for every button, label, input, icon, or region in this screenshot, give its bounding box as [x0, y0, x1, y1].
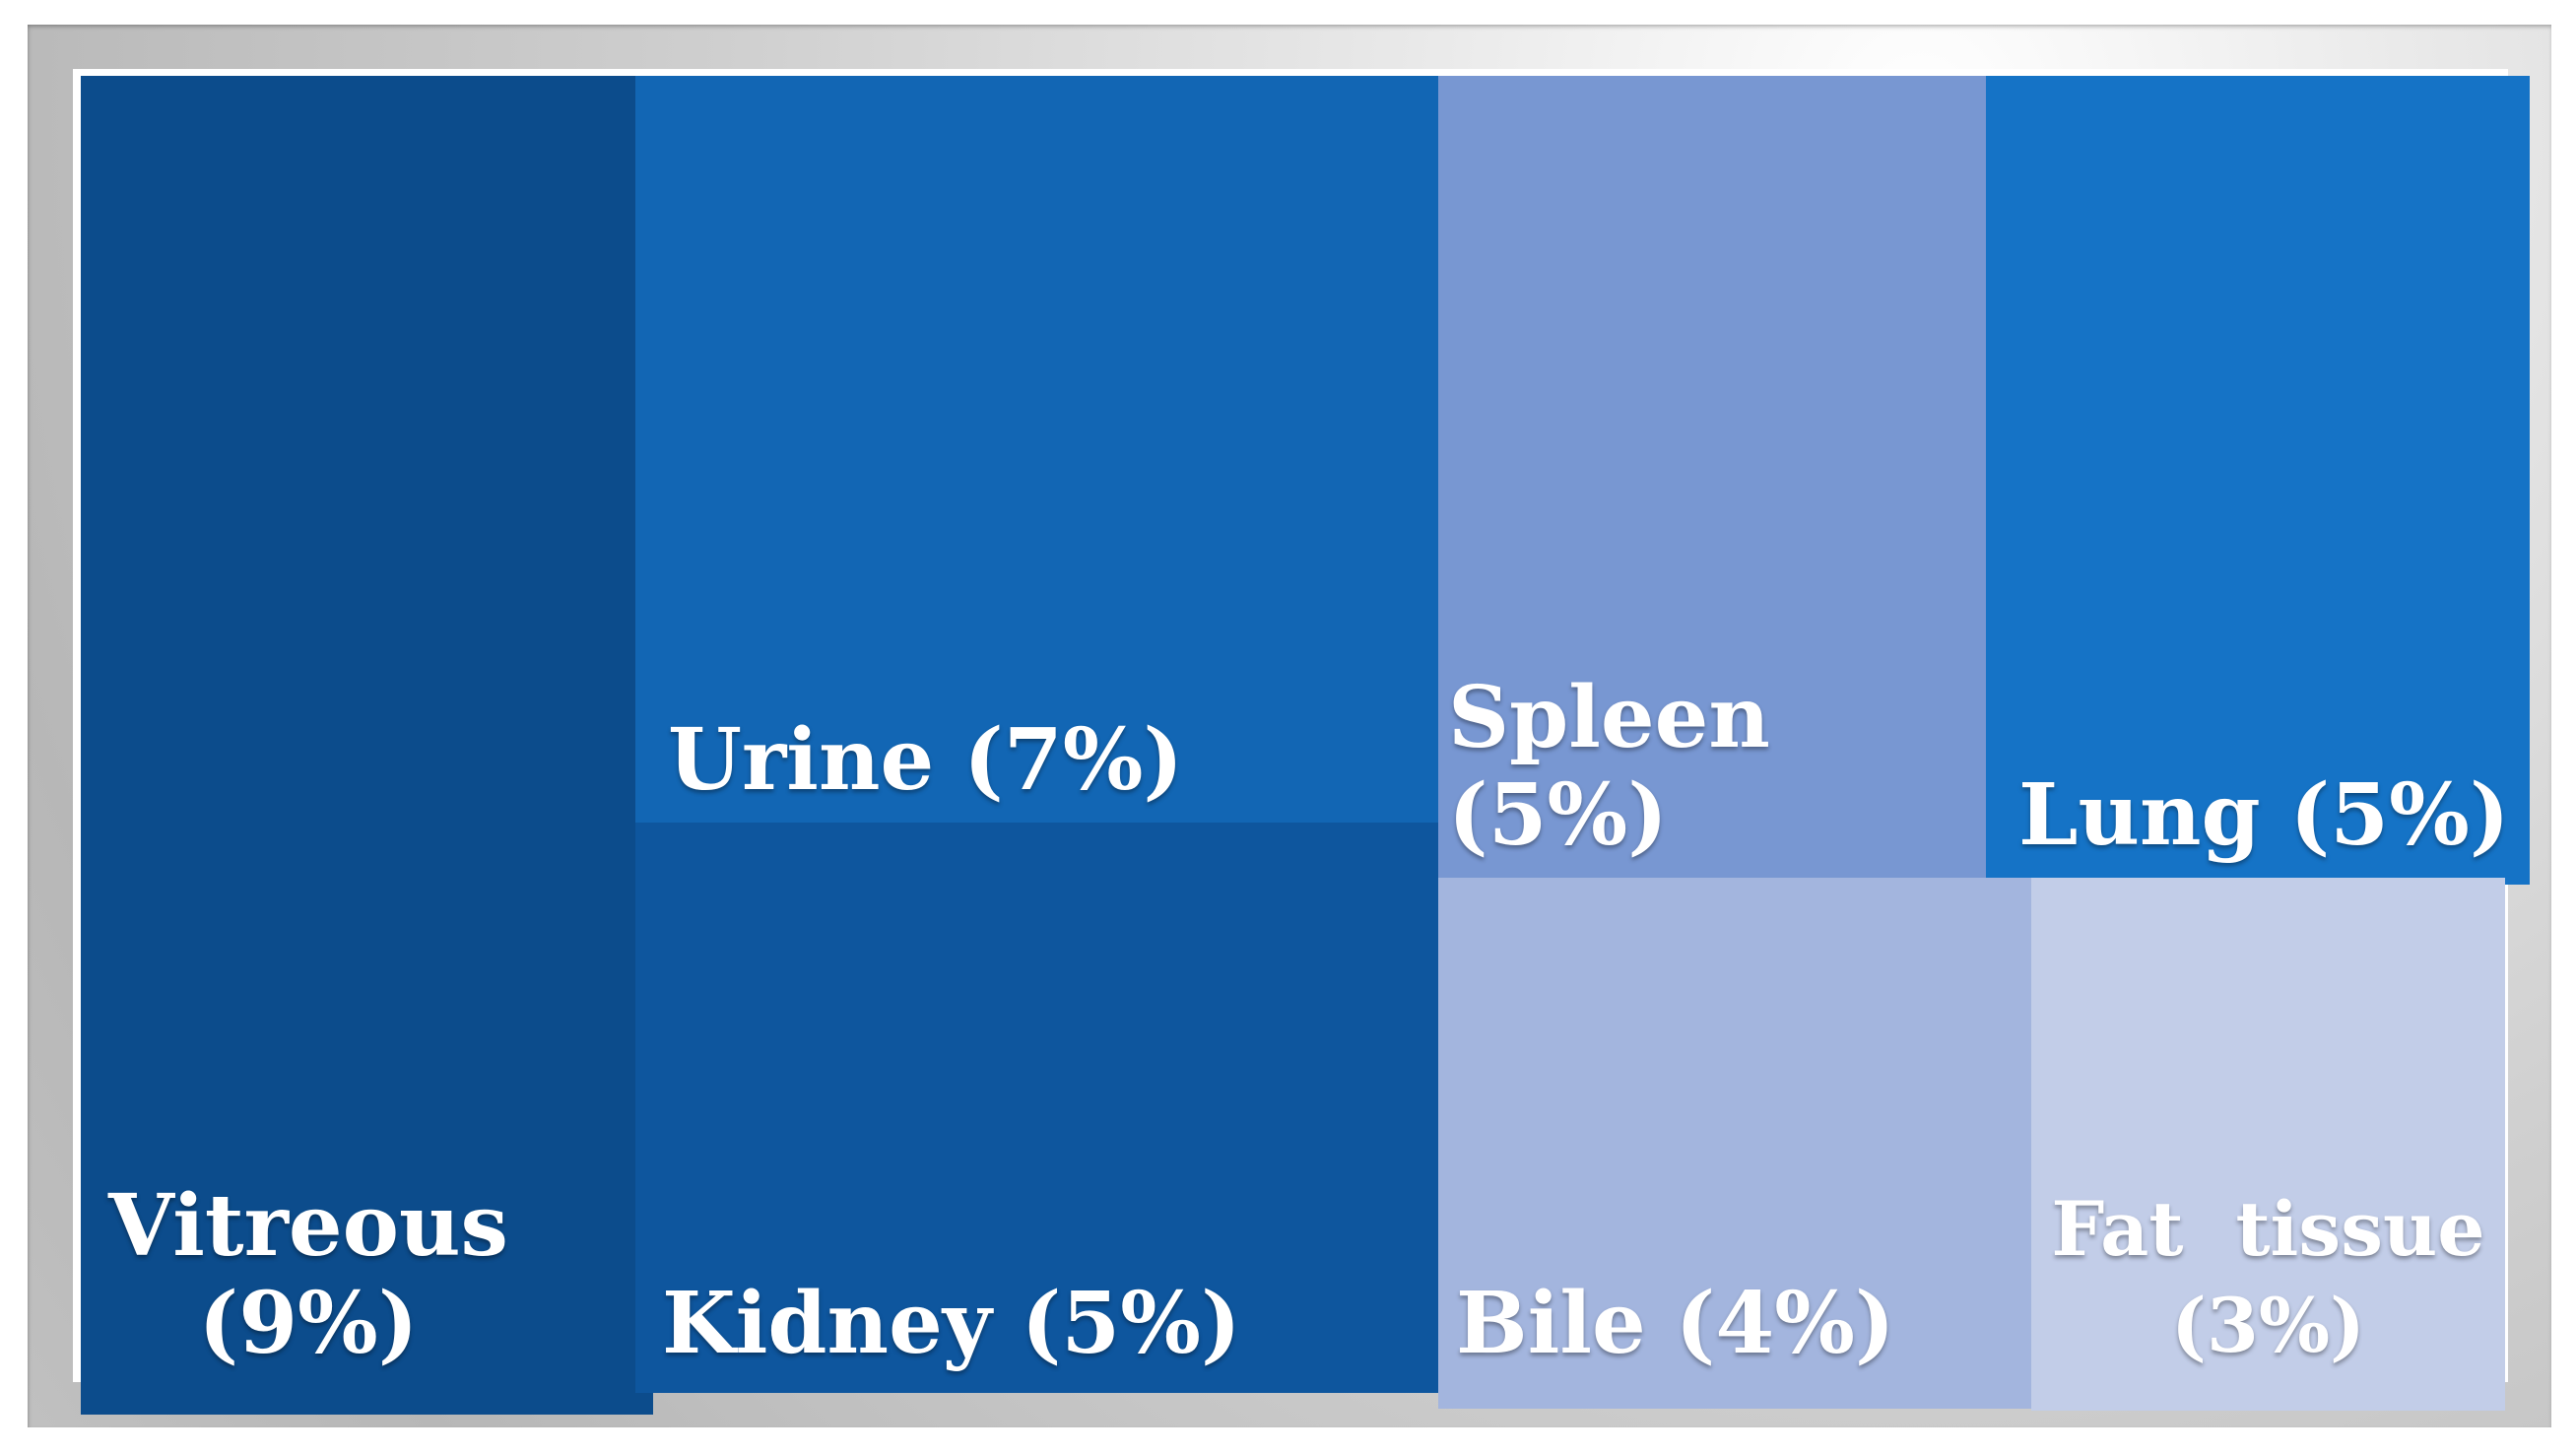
tile-label-bile: Bile (4%)	[1456, 1274, 1895, 1374]
tile-label-spleen: Spleen (5%)	[1448, 667, 1800, 866]
tile-label-vitreous: Vitreous (9%)	[108, 1175, 508, 1374]
treemap-tile-spleen: Spleen (5%)	[1438, 76, 1988, 885]
treemap-tile-fat-tissue: Fat tissue (3%)	[2031, 878, 2505, 1411]
tile-label-urine: Urine (7%)	[668, 710, 1184, 811]
treemap-tile-vitreous: Vitreous (9%)	[81, 76, 653, 1415]
tile-label-lung: Lung (5%)	[2018, 765, 2510, 866]
treemap-tile-urine: Urine (7%)	[635, 76, 1461, 837]
treemap-tile-lung: Lung (5%)	[1986, 76, 2530, 885]
treemap-canvas: Vitreous (9%) Urine (7%) Kidney (5%) Spl…	[73, 69, 2530, 1415]
tile-label-fat-tissue: Fat tissue (3%)	[2051, 1185, 2485, 1369]
picture-frame: Vitreous (9%) Urine (7%) Kidney (5%) Spl…	[28, 25, 2551, 1427]
treemap-tile-kidney: Kidney (5%)	[635, 823, 1455, 1393]
treemap-tile-bile: Bile (4%)	[1438, 878, 2041, 1409]
tile-label-kidney: Kidney (5%)	[662, 1274, 1241, 1374]
